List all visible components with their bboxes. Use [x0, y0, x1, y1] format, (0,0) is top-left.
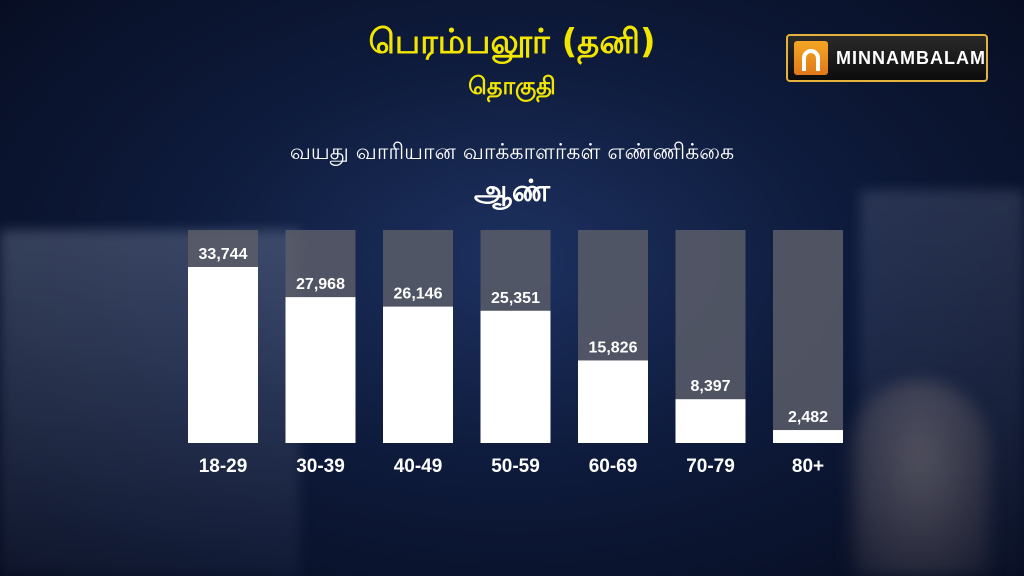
- bar-80+: [773, 430, 843, 443]
- constituency-title: பெரம்பலூர் (தனி): [368, 22, 656, 62]
- background-hand: [850, 380, 990, 576]
- x-tick-label: 50-59: [491, 456, 540, 477]
- data-label: 15,826: [589, 339, 638, 356]
- brand-name: MINNAMBALAM: [836, 47, 986, 68]
- x-tick-label: 70-79: [686, 456, 735, 477]
- constituency-subtitle: தொகுதி: [468, 72, 556, 100]
- bar-70-79: [675, 399, 746, 443]
- bar-60-69: [578, 360, 648, 443]
- data-label: 25,351: [491, 290, 540, 307]
- minnambalam-logo-icon: [794, 41, 828, 75]
- bar-track: [773, 230, 843, 443]
- background-tower: [860, 190, 1024, 576]
- x-tick-label: 60-69: [589, 456, 638, 477]
- chart-heading: வயது வாரியான வாக்காளர்கள் எண்ணிக்கை: [289, 140, 735, 165]
- x-tick-label: 80+: [792, 456, 824, 477]
- gender-label: ஆண்: [473, 174, 551, 209]
- data-label: 27,968: [296, 276, 345, 293]
- minnambalam-logo: MINNAMBALAM: [786, 34, 988, 82]
- bar-18-29: [188, 267, 258, 443]
- bar-40-49: [383, 306, 453, 443]
- data-label: 8,397: [690, 378, 730, 395]
- data-label: 26,146: [394, 286, 443, 303]
- x-tick-label: 18-29: [199, 456, 248, 477]
- data-label: 33,744: [199, 246, 248, 263]
- bar-30-39: [285, 297, 356, 443]
- bar-50-59: [480, 310, 551, 443]
- x-tick-label: 30-39: [296, 456, 345, 477]
- x-tick-label: 40-49: [394, 456, 443, 477]
- data-label: 2,482: [788, 409, 828, 426]
